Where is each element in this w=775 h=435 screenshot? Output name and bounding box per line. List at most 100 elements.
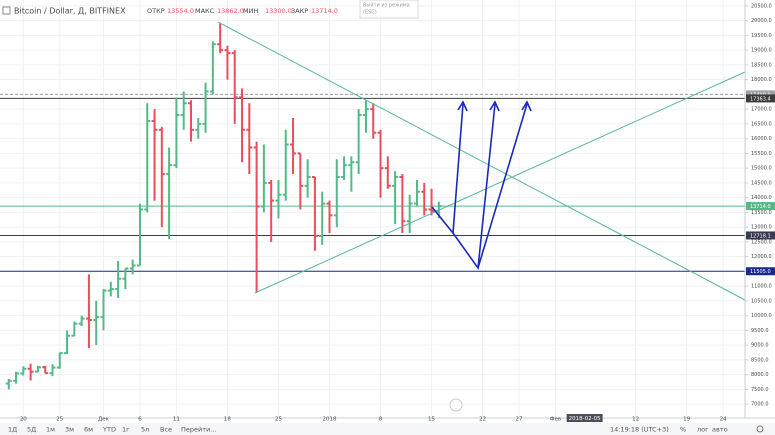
ohlc-bar	[78, 315, 85, 326]
y-tick-label: 13000.0	[751, 225, 772, 231]
price-label-bg	[746, 90, 775, 99]
arrow-head	[521, 100, 532, 112]
ohlc-bar	[202, 82, 209, 133]
settings-button[interactable]	[756, 425, 764, 433]
ohlc-label: МИН	[243, 7, 258, 15]
ohlc-bar	[377, 129, 384, 198]
ohlc-bar	[115, 261, 122, 298]
ohlc-bar	[421, 182, 428, 216]
goto-button[interactable]: Перейти...	[181, 426, 216, 434]
ohlc-bar	[166, 147, 173, 239]
crosshair-date: 2018-02-05	[569, 416, 601, 422]
ohlc-bar	[129, 259, 136, 275]
ohlc-bar	[13, 371, 20, 384]
y-tick-label: 15000.0	[751, 166, 772, 172]
ohlc-bar	[326, 200, 333, 234]
range-button[interactable]: 6м	[84, 426, 93, 434]
x-tick-label: 25	[56, 417, 63, 423]
ohlc-label: МАКС	[195, 7, 215, 15]
y-tick-label: 18500.0	[751, 62, 772, 68]
x-tick-label: 25	[275, 417, 282, 423]
ohlc-bar	[290, 117, 297, 175]
ohlc-bar	[224, 45, 231, 80]
ohlc-bar	[144, 103, 151, 213]
ohlc-bar	[122, 267, 129, 290]
range-button[interactable]: YTD	[102, 426, 116, 434]
ohlc-bar	[239, 88, 246, 163]
ohlc-bar	[406, 194, 413, 234]
x-tick-label: 8	[379, 417, 383, 423]
price-label-bg	[746, 267, 775, 276]
ohlc-header: ОТКР 13554.0 МАКС 13862.0 МИН 13300.0 ЗАКР 1371…	[147, 7, 338, 15]
event-icon[interactable]	[449, 398, 463, 412]
ohlc-value: 13714.0	[311, 7, 338, 15]
price-label: 11505.0	[750, 269, 771, 275]
ohlc-bar	[355, 109, 362, 175]
y-tick-label: 10000.0	[751, 313, 772, 319]
ohlc-bar	[341, 156, 348, 180]
y-tick-label: 17000.0	[751, 107, 772, 113]
range-button[interactable]: 1Д	[8, 426, 17, 434]
scale-option[interactable]: авто	[712, 426, 728, 434]
ohlc-bar	[27, 363, 34, 381]
range-button[interactable]: 5Д	[27, 426, 36, 434]
symbol-title: Bitcoin / Dollar, Д, BITFINEX	[14, 7, 126, 16]
range-button[interactable]: 1г	[122, 426, 130, 434]
ohlc-bar	[85, 274, 92, 349]
y-tick-label: 20000.0	[751, 18, 772, 24]
x-tick-label: 6	[138, 417, 142, 423]
bars-layer	[5, 23, 442, 390]
crosshair-date-bg	[566, 414, 603, 422]
ohlc-bar	[282, 129, 289, 201]
toolbar-items: 1Д 5Д 1м 3м 6м YTD 1г 5л Все Перейти... 14:19:18 (…	[8, 425, 764, 434]
price-label: 17363.4	[750, 96, 771, 102]
scale-option[interactable]: %	[680, 426, 686, 434]
ohlc-bar	[49, 364, 56, 377]
x-tick-label: 18	[224, 417, 231, 423]
y-tick-label: 18000.0	[751, 77, 772, 83]
ohlc-bar	[392, 171, 399, 225]
scale-option[interactable]: лог	[697, 426, 709, 434]
x-tick-label: 22	[479, 417, 486, 423]
price-label: 12718.1	[750, 233, 771, 239]
ohlc-bar	[311, 175, 318, 251]
y-tick-label: 9000.0	[751, 343, 769, 349]
x-tick-label: 20	[20, 417, 27, 423]
drawings	[217, 21, 746, 412]
popup[interactable]	[359, 0, 419, 19]
range-button[interactable]: 5л	[141, 426, 149, 434]
x-tick-label: 27	[516, 417, 523, 423]
price-label-bg	[746, 202, 775, 211]
y-tick-label: 15500.0	[751, 151, 772, 157]
y-tick-label: 9500.0	[751, 328, 769, 334]
ohlc-bar	[93, 300, 100, 346]
ohlc-bar	[64, 330, 71, 355]
price-label: 13714.0	[750, 204, 771, 210]
ohlc-bar	[20, 366, 27, 376]
ohlc-bar	[370, 103, 377, 139]
x-tick-label: 24	[720, 417, 727, 423]
ohlc-bar	[384, 156, 391, 189]
trend-line	[217, 21, 746, 301]
ohlc-bar	[180, 91, 187, 130]
ohlc-bar	[413, 179, 420, 207]
collapse-icon[interactable]	[2, 6, 11, 15]
x-tick-label: 12	[632, 417, 639, 423]
range-button[interactable]: 3м	[65, 426, 74, 434]
trend-line	[254, 71, 746, 294]
ohlc-bar	[246, 103, 253, 175]
popup-text: Выйти из режима	[363, 2, 410, 9]
axis-labels: 7000.0 7500.0 8000.0 8500.0 9000.0 9500.0 1000…	[20, 3, 775, 423]
ohlc-bar	[107, 281, 114, 297]
ohlc-bar	[42, 365, 49, 375]
clock: 14:19:18 (UTC+3)	[610, 426, 669, 434]
price-label-bg	[746, 94, 775, 103]
ohlc-bar	[151, 109, 158, 201]
range-button[interactable]: Все	[160, 426, 172, 434]
price-lines	[0, 93, 745, 272]
range-button[interactable]: 1м	[46, 426, 55, 434]
x-tick-label: Дек	[98, 417, 110, 423]
ohlc-bar	[56, 352, 63, 369]
